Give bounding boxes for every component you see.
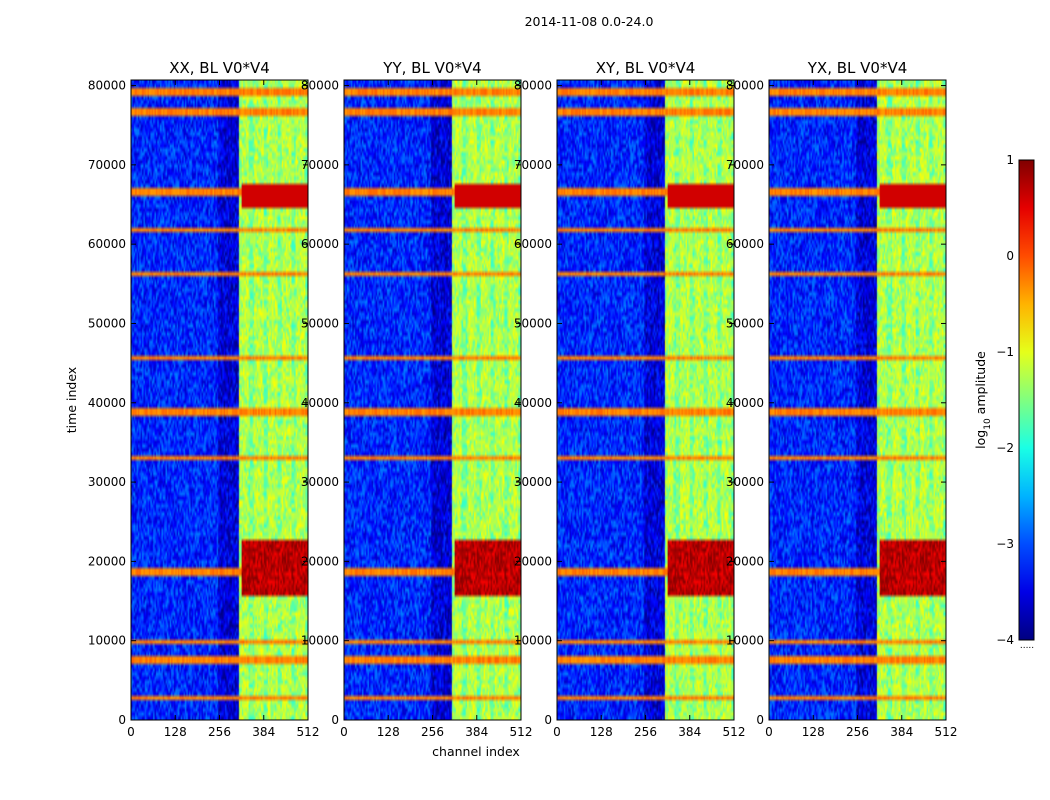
y-tick-label: 10000 bbox=[88, 634, 126, 648]
y-tick-label: 70000 bbox=[88, 158, 126, 172]
y-tick-label: 0 bbox=[544, 713, 552, 727]
y-tick-label: 50000 bbox=[88, 316, 126, 330]
colorbar-extra-tick: ..... bbox=[1020, 641, 1034, 651]
colorbar-tick-label: −1 bbox=[996, 345, 1014, 359]
x-tick-label: 128 bbox=[377, 725, 400, 739]
y-tick-label: 0 bbox=[756, 713, 764, 727]
y-tick-label: 20000 bbox=[726, 554, 764, 568]
colorbar: 10−1−2−3−4 .....log10 amplitude bbox=[973, 153, 1035, 651]
x-tick-label: 512 bbox=[510, 725, 533, 739]
x-tick-label: 384 bbox=[890, 725, 913, 739]
panel-title: XY, BL V0*V4 bbox=[596, 59, 696, 77]
colorbar-gradient bbox=[1018, 159, 1035, 641]
heatmap-image bbox=[557, 80, 734, 720]
heatmap-image bbox=[344, 80, 521, 720]
y-tick-label: 50000 bbox=[301, 316, 339, 330]
x-axis-label: channel index bbox=[432, 744, 520, 759]
x-tick-label: 512 bbox=[723, 725, 746, 739]
x-tick-label: 0 bbox=[765, 725, 773, 739]
y-tick-label: 30000 bbox=[514, 475, 552, 489]
x-tick-label: 384 bbox=[252, 725, 275, 739]
colorbar-tick-label: 1 bbox=[1006, 153, 1014, 167]
y-tick-label: 80000 bbox=[726, 79, 764, 93]
panel-2: YY, BL V0*V4 0 128 256 384 512 0 10000 20000 3000… bbox=[301, 59, 533, 739]
y-tick-label: 10000 bbox=[726, 634, 764, 648]
y-axis-label: time index bbox=[64, 367, 79, 433]
x-tick-label: 512 bbox=[935, 725, 958, 739]
y-tick-label: 20000 bbox=[88, 554, 126, 568]
y-tick-label: 70000 bbox=[726, 158, 764, 172]
x-tick-label: 0 bbox=[340, 725, 348, 739]
y-tick-label: 50000 bbox=[726, 316, 764, 330]
panel-title: YX, BL V0*V4 bbox=[807, 59, 908, 77]
panel-title: YY, BL V0*V4 bbox=[382, 59, 481, 77]
x-tick-label: 256 bbox=[421, 725, 444, 739]
y-tick-label: 80000 bbox=[88, 79, 126, 93]
x-tick-label: 256 bbox=[634, 725, 657, 739]
y-tick-label: 10000 bbox=[514, 634, 552, 648]
colorbar-label-sub: 10 bbox=[983, 418, 993, 430]
y-tick-label: 40000 bbox=[88, 396, 126, 410]
x-tick-label: 0 bbox=[127, 725, 135, 739]
y-tick-label: 80000 bbox=[514, 79, 552, 93]
y-tick-label: 70000 bbox=[301, 158, 339, 172]
panels-group: XX, BL V0*V4 0 128 256 384 512 0 10000 20000 3000… bbox=[88, 59, 958, 739]
panel-title: XX, BL V0*V4 bbox=[169, 59, 270, 77]
x-tick-label: 384 bbox=[465, 725, 488, 739]
y-tick-label: 40000 bbox=[514, 396, 552, 410]
x-tick-label: 0 bbox=[553, 725, 561, 739]
y-tick-label: 60000 bbox=[301, 237, 339, 251]
panel-4: YX, BL V0*V4 0 128 256 384 512 0 10000 20000 3000… bbox=[726, 59, 958, 739]
y-tick-label: 20000 bbox=[301, 554, 339, 568]
colorbar-label-log: log bbox=[973, 430, 988, 449]
y-tick-label: 30000 bbox=[301, 475, 339, 489]
y-tick-label: 30000 bbox=[88, 475, 126, 489]
y-tick-label: 30000 bbox=[726, 475, 764, 489]
y-tick-label: 0 bbox=[331, 713, 339, 727]
colorbar-label: log10 amplitude bbox=[973, 351, 993, 449]
y-tick-label: 20000 bbox=[514, 554, 552, 568]
y-tick-label: 60000 bbox=[88, 237, 126, 251]
y-tick-label: 40000 bbox=[726, 396, 764, 410]
panel-3: XY, BL V0*V4 0 128 256 384 512 0 10000 20000 3000… bbox=[514, 59, 746, 739]
panel-1: XX, BL V0*V4 0 128 256 384 512 0 10000 20000 3000… bbox=[88, 59, 320, 739]
x-tick-label: 512 bbox=[297, 725, 320, 739]
y-tick-label: 10000 bbox=[301, 634, 339, 648]
y-tick-label: 80000 bbox=[301, 79, 339, 93]
x-tick-label: 128 bbox=[802, 725, 825, 739]
colorbar-label-rest: amplitude bbox=[973, 351, 988, 418]
y-tick-label: 0 bbox=[118, 713, 126, 727]
x-tick-label: 256 bbox=[208, 725, 231, 739]
y-tick-label: 60000 bbox=[514, 237, 552, 251]
x-tick-label: 128 bbox=[590, 725, 613, 739]
figure-suptitle: 2014-11-08 0.0-24.0 bbox=[525, 14, 654, 29]
y-tick-label: 60000 bbox=[726, 237, 764, 251]
x-tick-label: 128 bbox=[164, 725, 187, 739]
colorbar-tick-label: −3 bbox=[996, 537, 1014, 551]
y-tick-label: 70000 bbox=[514, 158, 552, 172]
colorbar-tick-label: −4 bbox=[996, 633, 1014, 647]
colorbar-tick-label: −2 bbox=[996, 441, 1014, 455]
y-tick-label: 40000 bbox=[301, 396, 339, 410]
heatmap-image bbox=[131, 80, 308, 720]
x-tick-label: 384 bbox=[678, 725, 701, 739]
x-tick-label: 256 bbox=[846, 725, 869, 739]
colorbar-tick-label: 0 bbox=[1006, 249, 1014, 263]
heatmap-image bbox=[769, 80, 946, 720]
y-tick-label: 50000 bbox=[514, 316, 552, 330]
